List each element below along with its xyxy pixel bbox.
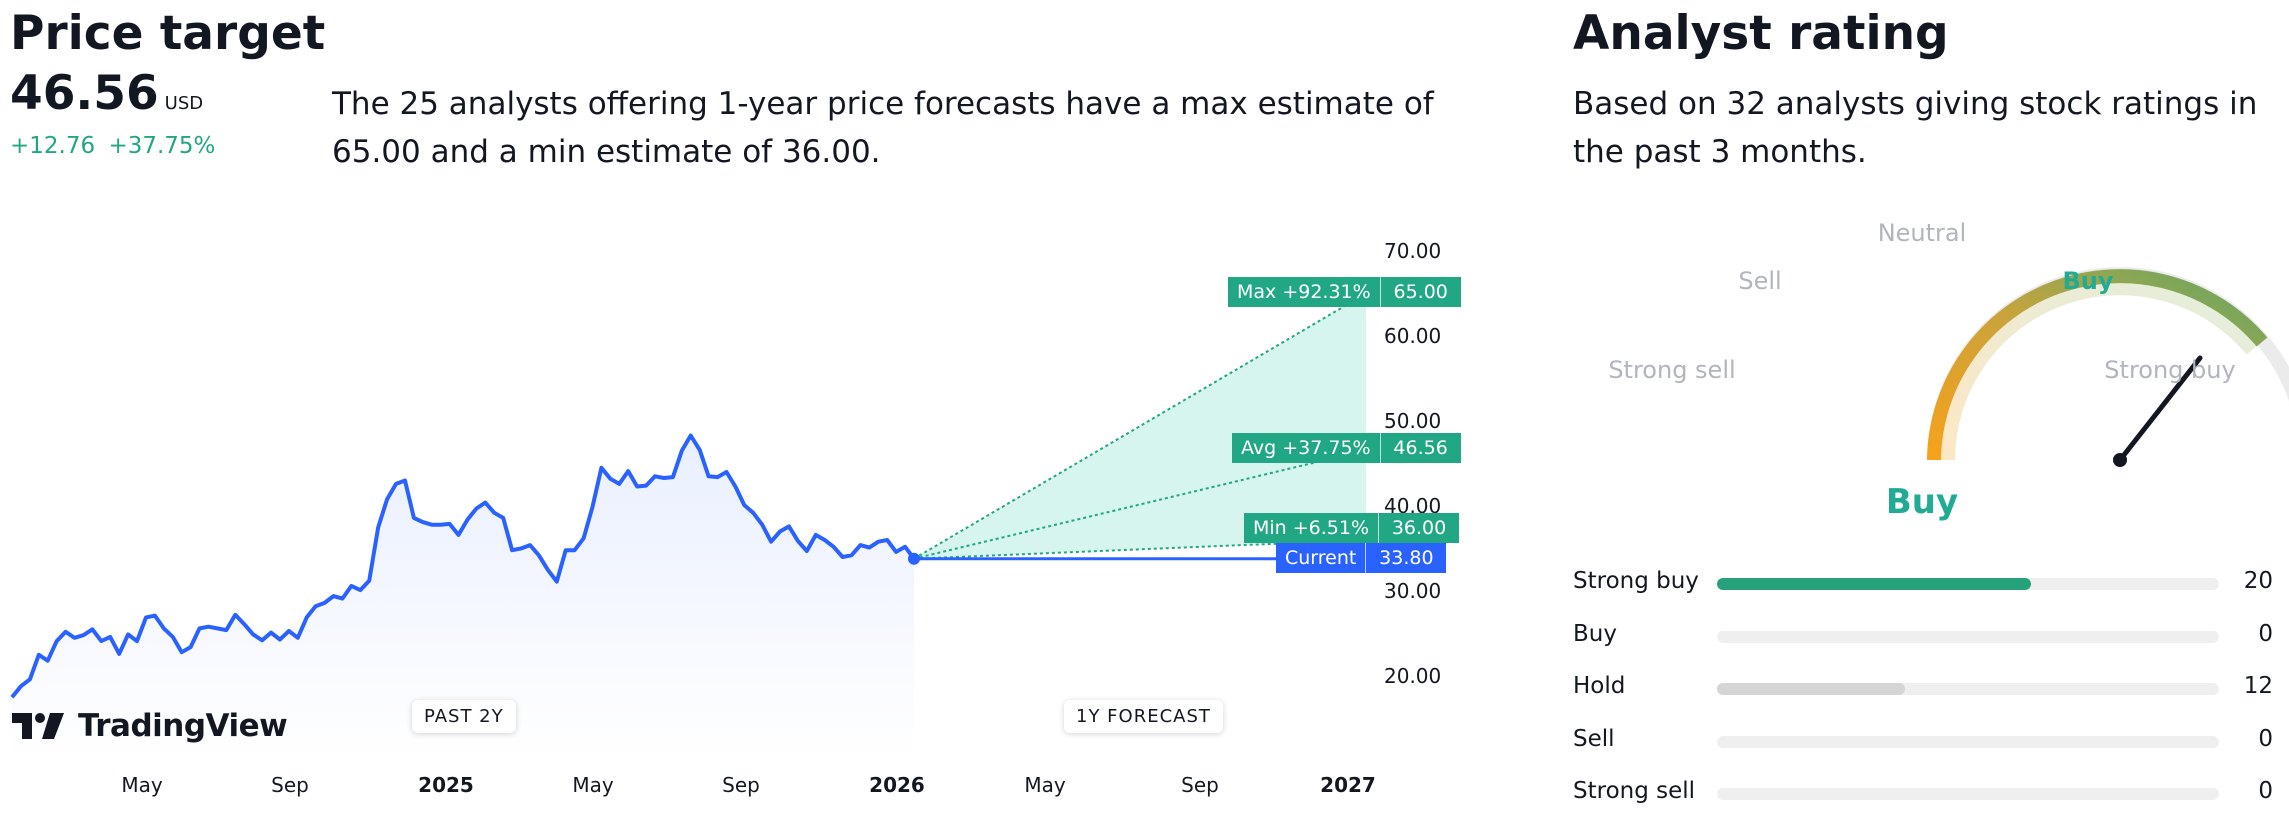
gauge-label-strong-buy: Strong buy: [2104, 356, 2236, 384]
min-tag-value: 36.00: [1378, 513, 1460, 543]
x-tick-label: May: [121, 773, 163, 797]
rating-row-bar: [1717, 578, 2219, 590]
y-tick-label: 70.00: [1384, 239, 1442, 263]
x-tick-label: May: [1024, 773, 1066, 797]
past-2y-pill: PAST 2Y: [412, 700, 516, 733]
rating-row-count: 0: [2258, 620, 2273, 647]
x-tick-label: Sep: [271, 773, 309, 797]
analyst-rating-heading: Analyst rating: [1573, 6, 1949, 61]
current-tag: Current 33.80: [1276, 543, 1447, 573]
y-tick-label: 20.00: [1384, 664, 1442, 688]
rating-result: Buy: [1885, 482, 1959, 522]
price-line-series: [10, 433, 916, 699]
price-change: +12.76 +37.75%: [10, 133, 215, 159]
avg-tag-label: Avg +37.75%: [1232, 433, 1380, 463]
rating-row-label: Buy: [1573, 620, 1617, 647]
y-tick-label: 50.00: [1384, 409, 1442, 433]
rating-row-count: 0: [2258, 725, 2273, 752]
max-tag: Max +92.31% 65.00: [1228, 277, 1461, 307]
price-target-description: The 25 analysts offering 1-year price fo…: [332, 86, 1434, 170]
rating-row-label: Sell: [1573, 725, 1615, 752]
x-tick-label: Sep: [1181, 773, 1219, 797]
tradingview-logo-icon: [12, 713, 64, 739]
current-price-point: [908, 552, 920, 565]
avg-tag: Avg +37.75% 46.56: [1232, 433, 1461, 463]
max-tag-label: Max +92.31%: [1228, 277, 1380, 307]
rating-row-bar: [1717, 788, 2219, 800]
tradingview-logo-text: TradingView: [78, 708, 288, 744]
forecast-cone: [914, 293, 1366, 559]
gauge-needle-pivot: [2113, 453, 2127, 467]
current-tag-value: 33.80: [1365, 543, 1447, 573]
x-tick-label: Sep: [722, 773, 760, 797]
y-tick-label: 30.00: [1384, 579, 1442, 603]
rating-row-label: Hold: [1573, 673, 1626, 699]
x-tick-label: 2027: [1320, 773, 1376, 797]
tradingview-logo[interactable]: TradingView: [12, 708, 288, 744]
rating-row-label: Strong sell: [1573, 778, 1696, 804]
rating-row-count: 0: [2258, 778, 2273, 804]
x-tick-label: 2025: [418, 773, 474, 797]
avg-tag-value: 46.56: [1379, 433, 1461, 463]
gauge-label-sell: Sell: [1738, 267, 1782, 295]
rating-row-count: 12: [2243, 673, 2273, 699]
rating-row-label: Strong buy: [1573, 568, 1699, 594]
x-tick-label: May: [572, 773, 614, 797]
gauge-label-strong-sell: Strong sell: [1608, 356, 1736, 384]
min-tag: Min +6.51% 36.00: [1244, 513, 1460, 543]
price-area-fill: [12, 435, 914, 760]
price-chart: [10, 292, 1445, 760]
gauge-label-buy: Buy: [2062, 267, 2114, 295]
rating-row-bar: [1717, 630, 2219, 643]
rating-row-bar-fill: [1717, 683, 1906, 695]
gauge-label-neutral: Neutral: [1877, 219, 1967, 247]
rating-row-bar: [1717, 735, 2219, 748]
x-tick-label: 2026: [869, 773, 925, 797]
max-tag-value: 65.00: [1379, 277, 1461, 307]
currency-label: USD: [164, 93, 204, 114]
gauge-needle: [2117, 355, 2203, 463]
price-target-value-block: 46.56 USD: [10, 66, 203, 121]
y-tick-label: 60.00: [1384, 324, 1442, 348]
analyst-rating-description: Based on 32 analysts giving stock rating…: [1573, 86, 2258, 170]
min-tag-label: Min +6.51%: [1244, 513, 1379, 543]
price-target-heading: Price target: [10, 6, 326, 61]
rating-row-bar-fill: [1717, 578, 2031, 590]
forecast-pill: 1Y FORECAST: [1064, 700, 1223, 733]
price-change-pct: +37.75%: [108, 133, 216, 159]
current-tag-label: Current: [1276, 543, 1366, 573]
rating-row-bar: [1717, 683, 2219, 695]
rating-row-count: 20: [2243, 568, 2273, 594]
price-change-abs: +12.76: [10, 133, 96, 159]
rating-gauge: [1927, 267, 2289, 467]
price-target-value: 46.56: [10, 66, 159, 121]
